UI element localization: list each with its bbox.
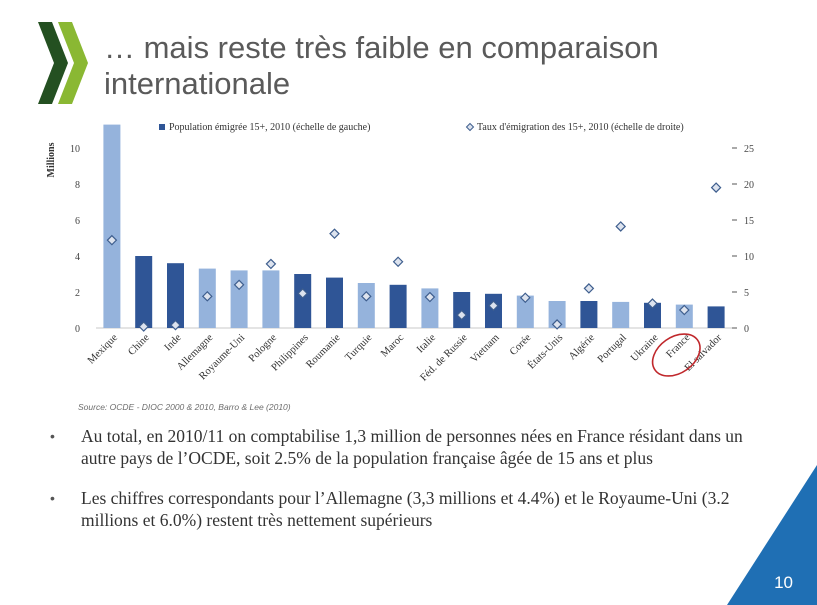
bar--tats-unis bbox=[548, 301, 566, 328]
y2-tick-label: 15 bbox=[744, 216, 754, 227]
bar-mexique bbox=[103, 124, 121, 328]
category-label: Turquie bbox=[343, 332, 374, 363]
source-note: Source: OCDE - DIOC 2000 & 2010, Barro &… bbox=[78, 402, 291, 412]
rate-marker bbox=[424, 291, 436, 303]
rate-marker bbox=[710, 182, 722, 193]
bar-portugal bbox=[612, 301, 630, 328]
category-label: Mexique bbox=[86, 332, 120, 366]
page-number: 10 bbox=[774, 573, 793, 592]
y-axis-label: Millions bbox=[46, 142, 57, 177]
rate-marker bbox=[138, 321, 150, 332]
emigration-chart: 0 2 4 6 8 10 0 5 10 15 20 25 Millions Mexique Chine Ind… bbox=[46, 122, 754, 384]
y2-tick-label: 20 bbox=[744, 180, 754, 191]
category-label: Roumanie bbox=[304, 332, 343, 371]
rate-marker bbox=[519, 292, 531, 304]
category-label: États-Unis bbox=[525, 332, 565, 372]
category-label: Maroc bbox=[379, 332, 406, 359]
corner-decoration bbox=[727, 465, 817, 605]
category-label: Ukraine bbox=[629, 332, 661, 364]
rate-marker bbox=[456, 309, 468, 321]
bullet-item: • Les chiffres correspondants pour l’Alle… bbox=[50, 487, 770, 531]
y2-tick-label: 5 bbox=[744, 288, 749, 299]
bullet-list: • Au total, en 2010/11 on comptabilise 1,… bbox=[50, 425, 770, 549]
rate-marker bbox=[170, 319, 181, 331]
bar-royaume-uni bbox=[230, 270, 248, 328]
rate-marker bbox=[583, 283, 595, 294]
y-tick-label: 4 bbox=[75, 252, 80, 263]
bar-inde bbox=[167, 263, 184, 328]
bar-chine bbox=[135, 256, 153, 328]
rate-marker bbox=[551, 319, 563, 330]
france-highlight-circle bbox=[651, 333, 701, 377]
bar-philippines bbox=[294, 274, 312, 328]
category-label: Italie bbox=[415, 332, 438, 355]
bullet-symbol: • bbox=[50, 490, 55, 506]
rate-marker bbox=[615, 221, 627, 232]
rate-marker bbox=[360, 290, 372, 302]
logo-chevron-dark bbox=[38, 22, 68, 104]
bar-maroc bbox=[389, 284, 407, 328]
rate-marker bbox=[329, 228, 340, 240]
category-label: France bbox=[664, 332, 692, 360]
logo-chevron-light bbox=[58, 22, 88, 104]
oecd-logo bbox=[38, 22, 88, 104]
category-label: Corée bbox=[508, 332, 534, 358]
y-tick-label: 10 bbox=[70, 144, 80, 155]
rate-marker bbox=[392, 256, 404, 268]
legend-marker-label: Taux d'émigration des 15+, 2010 (échelle… bbox=[477, 122, 684, 133]
bar-el-salvador bbox=[707, 306, 725, 328]
legend-bar-swatch bbox=[159, 124, 165, 130]
legend-bar-label: Population émigrée 15+, 2010 (échelle de… bbox=[169, 122, 370, 133]
bullet-text: Les chiffres correspondants pour l’Allem… bbox=[81, 488, 730, 530]
rate-marker bbox=[201, 290, 213, 302]
rate-marker bbox=[647, 298, 658, 309]
bar-ukraine bbox=[644, 302, 661, 328]
corner-triangle bbox=[727, 465, 817, 605]
bar-pologne bbox=[262, 270, 280, 328]
y2-tick-label: 0 bbox=[744, 324, 749, 335]
category-label: Algérie bbox=[567, 332, 597, 362]
category-label: Portugal bbox=[596, 332, 629, 365]
y-tick-label: 6 bbox=[75, 216, 80, 227]
bar-turquie bbox=[357, 283, 375, 328]
category-label: Vietnam bbox=[469, 332, 502, 365]
bar-cor-e bbox=[516, 295, 534, 328]
y-tick-label: 8 bbox=[75, 180, 80, 191]
slide-title: … mais reste très faible en comparaison … bbox=[104, 30, 659, 101]
bar-roumanie bbox=[326, 277, 343, 328]
bullet-symbol: • bbox=[50, 428, 55, 444]
y2-tick-label: 10 bbox=[744, 252, 754, 263]
rate-marker bbox=[488, 300, 499, 312]
rate-marker bbox=[297, 288, 309, 299]
bullet-item: • Au total, en 2010/11 on comptabilise 1,… bbox=[50, 425, 770, 469]
legend-marker-swatch bbox=[465, 122, 475, 132]
rate-marker bbox=[678, 304, 690, 316]
bullet-text: Au total, en 2010/11 on comptabilise 1,3… bbox=[81, 426, 743, 468]
category-label: Inde bbox=[163, 332, 184, 353]
y-tick-label: 2 bbox=[75, 288, 80, 299]
rate-marker bbox=[233, 279, 245, 291]
y-tick-label: 0 bbox=[75, 324, 80, 335]
rate-marker bbox=[106, 234, 118, 246]
y2-tick-label: 25 bbox=[744, 144, 754, 155]
bar-alg-rie bbox=[580, 301, 598, 328]
bar-italie bbox=[421, 288, 439, 328]
rate-marker bbox=[265, 258, 277, 270]
category-label: Chine bbox=[126, 332, 152, 358]
